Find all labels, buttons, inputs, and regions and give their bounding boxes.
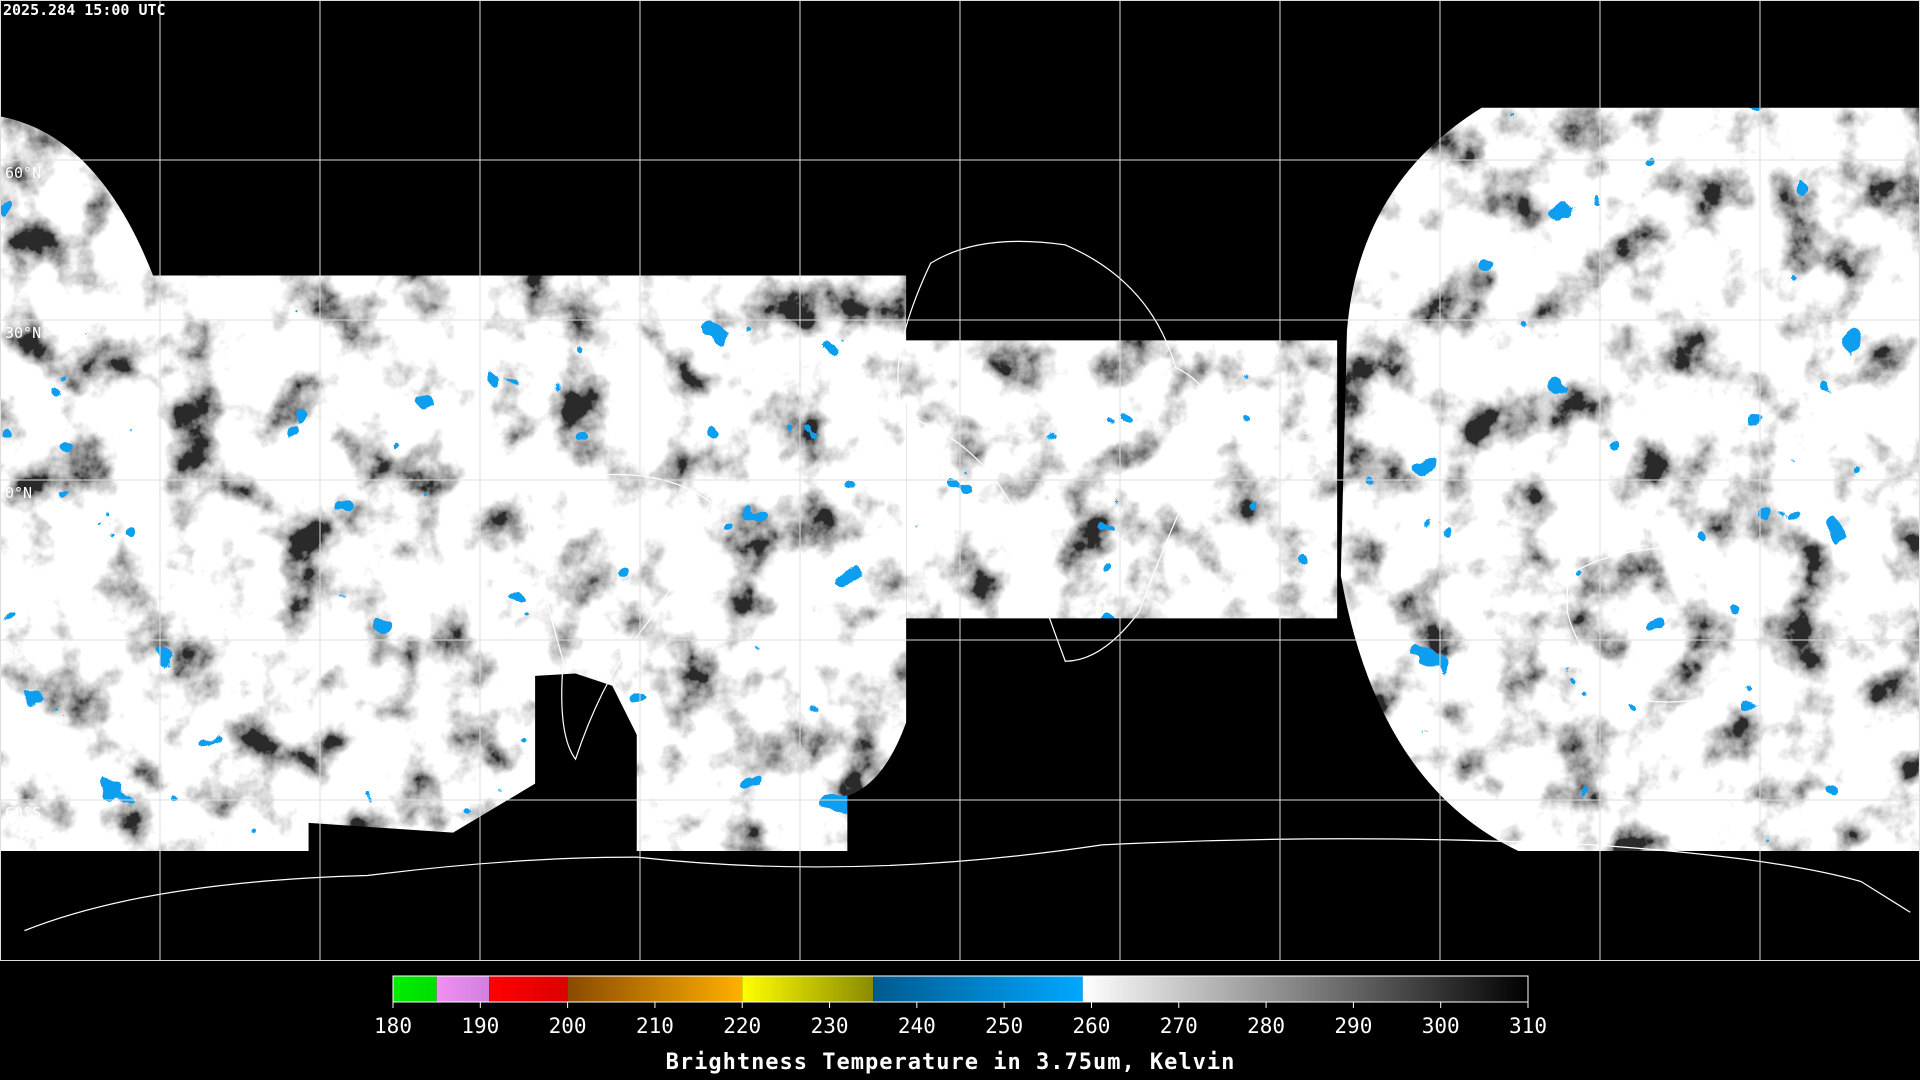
colorbar-tick-label: 230	[811, 1014, 849, 1038]
colorbar-frame	[392, 975, 1529, 1003]
imagery-east	[1340, 107, 1920, 852]
colorbar-tick-label: 210	[636, 1014, 674, 1038]
lat-label: 60°N	[5, 164, 41, 182]
lat-label: 30°S	[5, 644, 41, 662]
imagery	[0, 107, 1920, 852]
lat-label: 30°N	[5, 324, 41, 342]
australia-coast	[1566, 547, 1748, 703]
colorbar-tick-label: 200	[549, 1014, 587, 1038]
colorbar-tick-label: 180	[374, 1014, 412, 1038]
colorbar-segment	[436, 976, 490, 1002]
colorbar-segment	[567, 976, 743, 1002]
antarctica-coast	[24, 838, 1911, 932]
lat-label: 60°S	[5, 804, 41, 822]
south-america-coast	[525, 473, 711, 761]
graticule: 60°N 30°N 0°N 30°S 60°S	[0, 0, 1920, 961]
imagery-west	[0, 116, 907, 852]
colorbar: 180 190 200 210 220 230 240 250 260 270 280 290 300 3…	[374, 975, 1547, 1075]
colorbar-segment	[393, 976, 437, 1002]
colorbar-tick-label: 270	[1160, 1014, 1198, 1038]
lat-label: 0°N	[5, 484, 32, 502]
colorbar-tick-label: 310	[1509, 1014, 1547, 1038]
colorbar-tick-label: 260	[1072, 1014, 1110, 1038]
colorbar-tick-label: 280	[1247, 1014, 1285, 1038]
colorbar-tick-label: 250	[985, 1014, 1023, 1038]
imagery-center	[866, 340, 1338, 619]
colorbar-tick-label: 220	[723, 1014, 761, 1038]
colorbar-segment	[1082, 976, 1528, 1002]
colorbar-segment	[873, 976, 1083, 1002]
colorbar-tick-label: 290	[1334, 1014, 1372, 1038]
colorbar-title: Brightness Temperature in 3.75um, Kelvin	[666, 1050, 1236, 1075]
colorbar-segment	[742, 976, 874, 1002]
timestamp: 2025.284 15:00 UTC	[3, 1, 166, 19]
colorbar-segment	[489, 976, 568, 1002]
africa-coast	[897, 240, 1216, 662]
colorbar-tick-label: 300	[1422, 1014, 1460, 1038]
coastlines	[24, 240, 1911, 932]
colorbar-tick-label: 240	[898, 1014, 936, 1038]
colorbar-tick-label: 190	[461, 1014, 499, 1038]
